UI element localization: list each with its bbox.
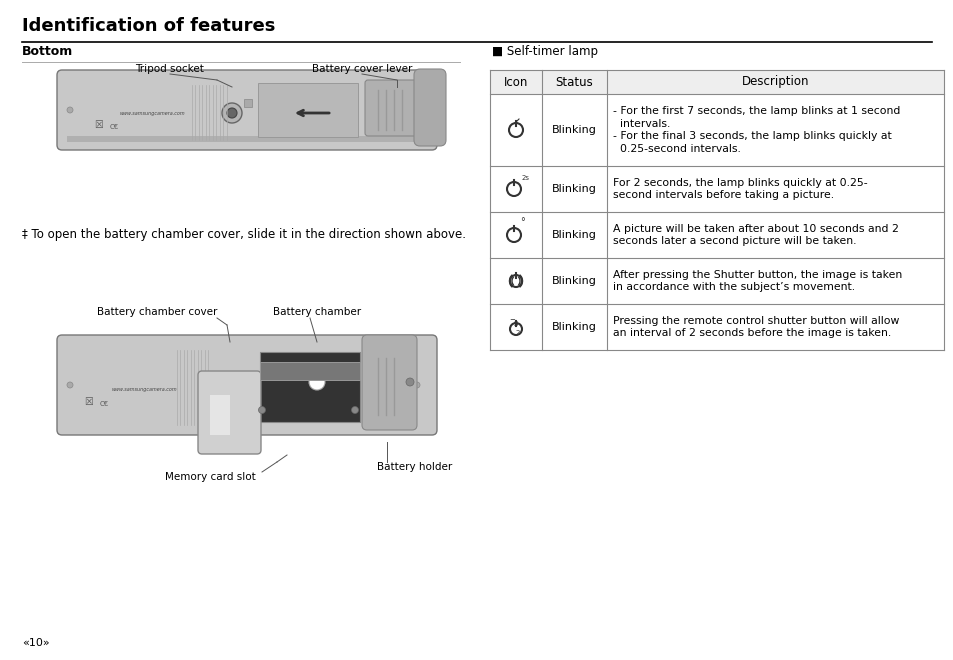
Circle shape [222,103,242,123]
Text: intervals.: intervals. [613,119,670,129]
Circle shape [258,407,265,414]
Bar [260,362,359,380]
Text: www.samsungcamera.com: www.samsungcamera.com [120,110,186,116]
Text: 0.25-second intervals.: 0.25-second intervals. [613,144,740,154]
Circle shape [351,407,358,414]
Text: Blinking: Blinking [552,125,597,135]
Text: Blinking: Blinking [552,276,597,286]
Bar [67,136,427,142]
Text: Status: Status [555,75,593,88]
Circle shape [414,107,419,113]
Text: Blinking: Blinking [552,230,597,240]
Text: Battery holder: Battery holder [376,462,452,472]
FancyBboxPatch shape [361,335,416,430]
Text: ☒: ☒ [84,397,92,407]
Text: ̅s: ̅s [514,319,517,329]
Bar [244,99,252,107]
Text: - For the first 7 seconds, the lamp blinks at 1 second: - For the first 7 seconds, the lamp blin… [613,106,900,116]
FancyBboxPatch shape [57,70,436,150]
Text: Tripod socket: Tripod socket [135,64,204,74]
Text: Blinking: Blinking [552,322,597,332]
Text: ■ Self-timer lamp: ■ Self-timer lamp [492,45,598,58]
Bar [210,395,230,435]
Bar [257,83,357,137]
Text: Battery chamber: Battery chamber [273,307,360,317]
Bar [260,352,359,422]
Text: Memory card slot: Memory card slot [165,472,255,482]
Text: seconds later a second picture will be taken.: seconds later a second picture will be t… [613,236,856,246]
Text: Pressing the remote control shutter button will allow: Pressing the remote control shutter butt… [613,315,899,326]
Text: After pressing the Shutter button, the image is taken: After pressing the Shutter button, the i… [613,270,902,280]
Circle shape [67,107,73,113]
Text: 2s: 2s [521,175,530,181]
Circle shape [227,108,236,118]
Text: - For the final 3 seconds, the lamp blinks quickly at: - For the final 3 seconds, the lamp blin… [613,131,891,141]
Text: Identification of features: Identification of features [22,17,275,35]
Text: an interval of 2 seconds before the image is taken.: an interval of 2 seconds before the imag… [613,328,890,338]
Text: ☒: ☒ [94,120,103,130]
Text: Battery cover lever: Battery cover lever [312,64,412,74]
Text: in accordance with the subject’s movement.: in accordance with the subject’s movemen… [613,282,854,292]
Circle shape [406,378,414,386]
Bar [490,70,943,94]
Circle shape [67,382,73,388]
FancyBboxPatch shape [198,371,261,454]
FancyBboxPatch shape [365,80,420,136]
Text: For 2 seconds, the lamp blinks quickly at 0.25-: For 2 seconds, the lamp blinks quickly a… [613,178,866,187]
Text: Blinking: Blinking [552,184,597,194]
Text: www.samsungcamera.com: www.samsungcamera.com [112,387,177,393]
Text: «10»: «10» [22,638,50,648]
Text: Icon: Icon [503,75,528,88]
Text: Battery chamber cover: Battery chamber cover [96,307,217,317]
Text: 2: 2 [516,330,519,336]
Text: ‡ To open the battery chamber cover, slide it in the direction shown above.: ‡ To open the battery chamber cover, sli… [22,228,465,241]
Text: Bottom: Bottom [22,45,73,58]
Circle shape [309,374,325,390]
Text: C€: C€ [100,401,110,407]
Text: Description: Description [741,75,808,88]
Text: A picture will be taken after about 10 seconds and 2: A picture will be taken after about 10 s… [613,224,898,234]
FancyBboxPatch shape [414,69,446,146]
Circle shape [414,382,419,388]
FancyBboxPatch shape [57,335,436,435]
Text: C€: C€ [110,124,119,130]
Text: °: ° [519,217,524,227]
Text: second intervals before taking a picture.: second intervals before taking a picture… [613,190,833,200]
